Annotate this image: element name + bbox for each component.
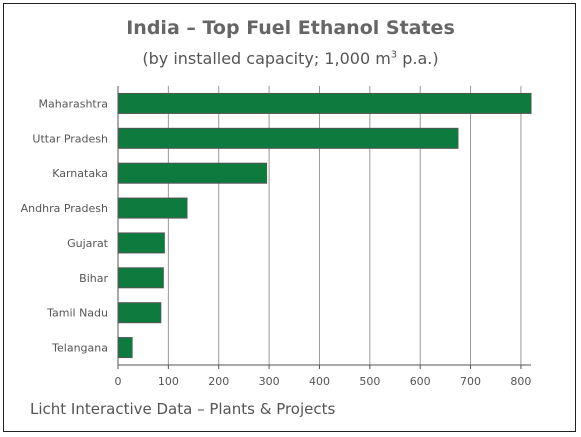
- bars: [117, 92, 532, 359]
- bar-7: [117, 337, 133, 359]
- x-tick-label-8: 800: [510, 375, 531, 388]
- subtitle-suffix: p.a.): [397, 49, 439, 68]
- bar-5: [117, 267, 164, 289]
- subtitle-superscript: 3: [390, 49, 398, 61]
- chart-subtitle: (by installed capacity; 1,000 m3 p.a.): [0, 49, 581, 68]
- bar-3: [117, 197, 188, 219]
- category-label-5: Bihar: [79, 272, 108, 285]
- category-labels: Maharashtra Uttar Pradesh Karnataka Andhra …: [21, 97, 109, 354]
- bar-1: [117, 127, 459, 149]
- source-note: Licht Interactive Data – Plants & Projec…: [30, 400, 336, 418]
- x-tick-label-4: 400: [309, 375, 330, 388]
- x-tick-label-5: 500: [359, 375, 380, 388]
- bar-2: [117, 162, 268, 184]
- category-label-7: Telangana: [51, 342, 108, 355]
- x-tick-label-7: 700: [460, 375, 481, 388]
- category-label-2: Karnataka: [52, 167, 108, 180]
- subtitle-prefix: (by installed capacity; 1,000 m: [142, 49, 391, 68]
- x-tick-label-2: 200: [208, 375, 229, 388]
- chart-frame: [3, 3, 576, 432]
- category-label-6: Tamil Nadu: [46, 307, 108, 320]
- axes: [117, 86, 531, 366]
- category-label-1: Uttar Pradesh: [32, 132, 108, 145]
- category-label-3: Andhra Pradesh: [21, 202, 108, 215]
- x-tick-label-6: 600: [410, 375, 431, 388]
- x-tick-label-0: 0: [115, 375, 122, 388]
- chart-title: India – Top Fuel Ethanol States: [126, 17, 455, 39]
- bar-0: [117, 92, 532, 114]
- bar-6: [117, 302, 162, 324]
- tick-labels: 0 100 200 300 400 500 600 700 800: [115, 365, 531, 388]
- x-tick-label-1: 100: [158, 375, 179, 388]
- category-label-0: Maharashtra: [39, 97, 109, 110]
- bar-4: [117, 232, 165, 254]
- category-label-4: Gujarat: [67, 237, 109, 250]
- x-tick-label-3: 300: [259, 375, 280, 388]
